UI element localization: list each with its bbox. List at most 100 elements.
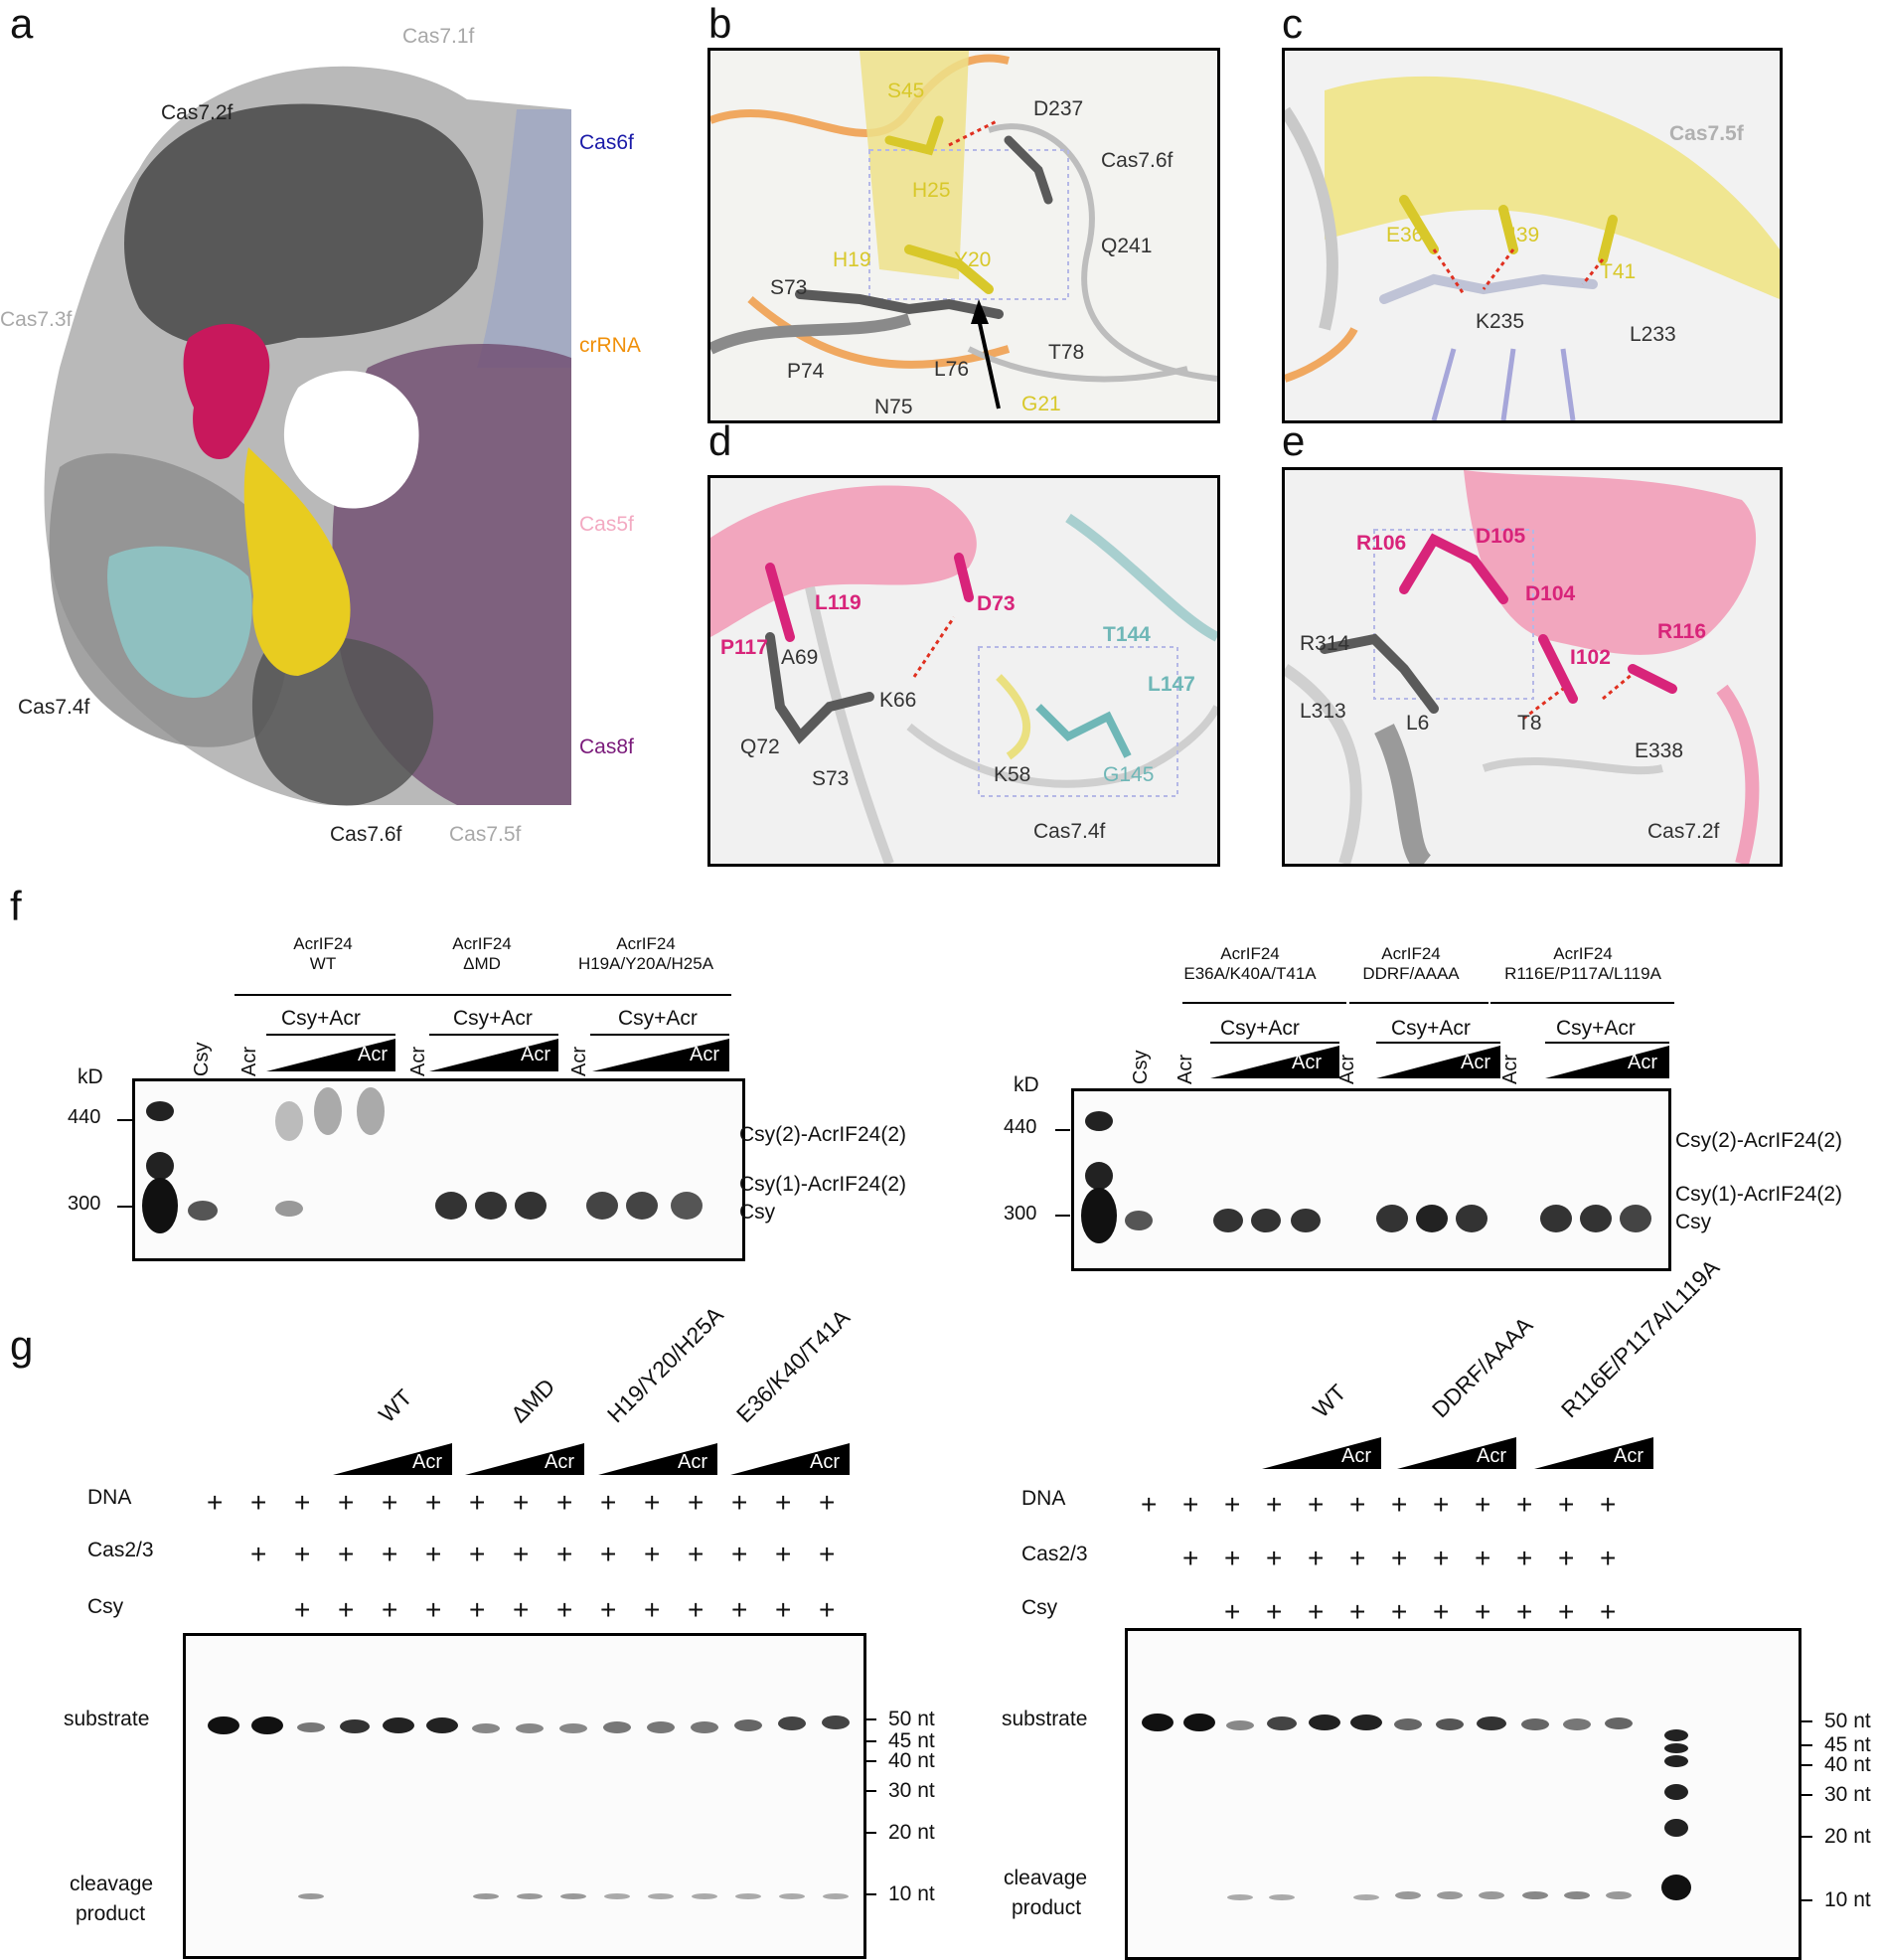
panel-letter-c: c bbox=[1282, 0, 1303, 47]
right-marker-label: 40 nt bbox=[1824, 1753, 1871, 1776]
d-res-k58: K58 bbox=[994, 763, 1031, 786]
f-left-sub1-rule bbox=[266, 1034, 395, 1036]
left-row1-plus: + bbox=[469, 1539, 486, 1569]
f-left-wedge1 bbox=[266, 1039, 395, 1071]
left-row0-plus: + bbox=[338, 1487, 355, 1518]
right-row2-plus: + bbox=[1516, 1596, 1533, 1627]
f-right-marker-300: 300 bbox=[1004, 1203, 1037, 1225]
b-res-h19: H19 bbox=[833, 248, 871, 271]
left-row0-plus: + bbox=[556, 1487, 573, 1518]
left-row1-plus: + bbox=[688, 1539, 705, 1569]
f-left-lane-acr2: Acr bbox=[407, 1047, 429, 1076]
left-row2-plus: + bbox=[469, 1594, 486, 1625]
f-left-sub3: Csy+Acr bbox=[618, 1007, 698, 1030]
left-row2-plus: + bbox=[382, 1594, 398, 1625]
d-res-l119: L119 bbox=[815, 591, 861, 614]
g-left-wedge4 bbox=[730, 1443, 850, 1475]
f-right-sub3: Csy+Acr bbox=[1556, 1017, 1636, 1040]
left-row1-plus: + bbox=[731, 1539, 748, 1569]
right-marker-tick bbox=[1801, 1764, 1812, 1766]
right-row1-plus: + bbox=[1349, 1543, 1366, 1573]
f-right-lane-acr1: Acr bbox=[1174, 1055, 1196, 1084]
f-left-kd: kD bbox=[78, 1065, 103, 1088]
left-row0-plus: + bbox=[775, 1487, 792, 1518]
label-cas7-2f: Cas7.2f bbox=[161, 101, 234, 124]
f-right-group2-line1: AcrIF24 bbox=[1381, 944, 1441, 963]
panel-b-closeup bbox=[707, 48, 1220, 423]
f-right-sub1-rule bbox=[1210, 1042, 1339, 1044]
e-res-t8: T8 bbox=[1517, 712, 1542, 735]
right-row2-plus: + bbox=[1475, 1596, 1491, 1627]
f-right-band-csy1-acr2: Csy(1)-AcrIF24(2) bbox=[1675, 1183, 1843, 1206]
d-res-t144: T144 bbox=[1103, 623, 1151, 646]
e-res-l313: L313 bbox=[1300, 700, 1346, 723]
e-res-d105: D105 bbox=[1476, 525, 1526, 548]
left-row0-plus: + bbox=[425, 1487, 442, 1518]
right-row0-plus: + bbox=[1141, 1489, 1158, 1520]
g-right-gel bbox=[1125, 1628, 1801, 1960]
left-row1-plus: + bbox=[556, 1539, 573, 1569]
left-row2-plus: + bbox=[513, 1594, 530, 1625]
f-left-marker-440: 440 bbox=[68, 1106, 101, 1128]
right-row1-plus: + bbox=[1308, 1543, 1325, 1573]
right-row2-plus: + bbox=[1391, 1596, 1408, 1627]
g-left-wedge3 bbox=[598, 1443, 717, 1475]
right-row2-plus: + bbox=[1224, 1596, 1241, 1627]
f-left-group1-line1: AcrIF24 bbox=[293, 934, 353, 953]
left-row2-plus: + bbox=[731, 1594, 748, 1625]
left-row0-plus: + bbox=[294, 1487, 311, 1518]
f-right-group1-header: AcrIF24 E36A/K40A/T41A bbox=[1166, 944, 1334, 984]
f-left-gel-bands bbox=[142, 1087, 703, 1233]
g-right-wedge1 bbox=[1262, 1437, 1381, 1469]
b-res-n75: N75 bbox=[874, 396, 913, 418]
label-crrna: crRNA bbox=[579, 334, 641, 357]
g-right-row-cas23: Cas2/3 bbox=[1021, 1543, 1088, 1565]
b-res-g21: G21 bbox=[1021, 393, 1061, 415]
f-right-sub2-rule bbox=[1376, 1042, 1500, 1044]
label-cas5f: Cas5f bbox=[579, 513, 634, 536]
b-res-q241: Q241 bbox=[1101, 235, 1153, 257]
right-row1-plus: + bbox=[1433, 1543, 1450, 1573]
right-row0-plus: + bbox=[1516, 1489, 1533, 1520]
right-row2-plus: + bbox=[1308, 1596, 1325, 1627]
left-row2-plus: + bbox=[556, 1594, 573, 1625]
left-row2-plus: + bbox=[819, 1594, 836, 1625]
f-left-group3-line2: H19A/Y20A/H25A bbox=[577, 954, 714, 973]
g-right-gel-bands bbox=[1142, 1714, 1691, 1900]
d-res-k66: K66 bbox=[879, 689, 917, 712]
c-res-i39: I39 bbox=[1510, 224, 1540, 246]
panel-letter-e: e bbox=[1282, 417, 1306, 464]
right-row1-plus: + bbox=[1558, 1543, 1575, 1573]
right-row1-plus: + bbox=[1182, 1543, 1199, 1573]
left-row1-plus: + bbox=[775, 1539, 792, 1569]
left-row1-plus: + bbox=[250, 1539, 267, 1569]
g-left-wedge1-label: Acr bbox=[412, 1451, 442, 1473]
left-marker-label: 40 nt bbox=[888, 1749, 935, 1772]
panel-letter-g: g bbox=[10, 1322, 34, 1369]
left-row1-plus: + bbox=[644, 1539, 661, 1569]
left-row0-plus: + bbox=[207, 1487, 224, 1518]
g-right-group-wt: WT bbox=[1307, 1379, 1351, 1423]
right-row0-plus: + bbox=[1308, 1489, 1325, 1520]
b-res-l76: L76 bbox=[934, 358, 970, 381]
label-cas8f: Cas8f bbox=[579, 735, 634, 758]
b-res-s45: S45 bbox=[887, 80, 925, 102]
g-right-wedge1-label: Acr bbox=[1341, 1445, 1371, 1467]
right-row2-plus: + bbox=[1433, 1596, 1450, 1627]
right-row1-plus: + bbox=[1391, 1543, 1408, 1573]
right-marker-label: 10 nt bbox=[1824, 1888, 1871, 1911]
left-marker-tick bbox=[864, 1893, 876, 1895]
g-right-row-dna: DNA bbox=[1021, 1487, 1066, 1510]
f-left-wedge1-label: Acr bbox=[358, 1044, 388, 1065]
panel-b-art bbox=[710, 51, 1217, 409]
f-left-wedge3-label: Acr bbox=[690, 1044, 719, 1065]
left-marker-label: 30 nt bbox=[888, 1779, 935, 1802]
left-marker-label: 50 nt bbox=[888, 1708, 935, 1730]
label-cas7-1f: Cas7.1f bbox=[402, 25, 475, 48]
right-marker-label: 45 nt bbox=[1824, 1733, 1871, 1756]
g-left-row-cas23: Cas2/3 bbox=[87, 1539, 154, 1561]
b-res-p74: P74 bbox=[787, 360, 825, 383]
f-right-group1-line1: AcrIF24 bbox=[1220, 944, 1280, 963]
g-left-group-dmd: ΔMD bbox=[505, 1373, 560, 1428]
f-right-kd: kD bbox=[1014, 1073, 1039, 1096]
